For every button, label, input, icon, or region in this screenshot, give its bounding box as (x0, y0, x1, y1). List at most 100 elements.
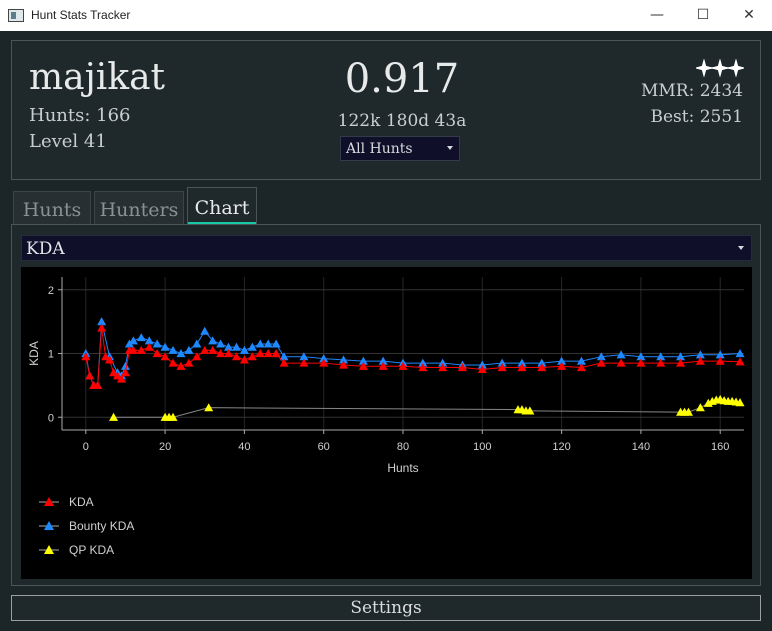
data-point (144, 342, 154, 351)
data-point (517, 363, 527, 372)
data-point (239, 345, 249, 354)
data-point (299, 358, 309, 367)
data-point (208, 336, 218, 345)
data-point (109, 368, 119, 377)
minimize-button[interactable]: — (650, 7, 664, 23)
data-point (204, 403, 214, 412)
settings-button[interactable]: Settings (11, 595, 761, 621)
data-point (299, 352, 309, 361)
data-point (438, 363, 448, 372)
data-point (525, 406, 535, 415)
chevron-down-icon (447, 146, 453, 150)
data-point (136, 333, 146, 342)
data-point (557, 356, 567, 365)
data-point (247, 342, 257, 351)
hunt-filter-value: All Hunts (346, 141, 413, 157)
data-point (263, 349, 273, 358)
legend-marker (44, 497, 54, 506)
data-point (200, 326, 210, 335)
data-point (378, 356, 388, 365)
data-point (160, 352, 170, 361)
data-point (216, 349, 226, 358)
data-point (200, 345, 210, 354)
data-point (192, 339, 202, 348)
three-stars-icon (696, 59, 744, 77)
y-tick-label: 2 (48, 285, 54, 297)
kda-value: 0.917 (344, 56, 460, 102)
data-point (97, 323, 107, 332)
data-point (224, 349, 234, 358)
data-point (116, 374, 126, 383)
best-mmr-value: Best: 2551 (650, 107, 743, 127)
data-point (656, 352, 666, 361)
data-point (735, 349, 745, 358)
x-tick-label: 0 (83, 441, 89, 453)
metric-dropdown[interactable]: KDA (21, 235, 752, 261)
legend-label: Bounty KDA (69, 519, 134, 533)
data-point (271, 339, 281, 348)
data-point (477, 364, 487, 374)
data-point (319, 354, 329, 363)
data-point (339, 355, 349, 364)
data-point (358, 356, 368, 365)
tab-hunters[interactable]: Hunters (94, 191, 184, 224)
data-point (497, 358, 507, 367)
chart-area: 0 20 40 60 80 100 120 140 160 0 1 2 Hunts KDA KDA Bount… (21, 267, 752, 579)
tab-chart[interactable]: Chart (187, 187, 257, 224)
maximize-button[interactable]: ☐ (696, 7, 710, 23)
legend-marker (44, 521, 54, 530)
tab-hunts[interactable]: Hunts (13, 191, 91, 224)
data-point (576, 356, 586, 365)
kda-chart: 0 20 40 60 80 100 120 140 160 0 1 2 Hunts KDA KDA Bount… (27, 277, 745, 557)
window-title: Hunt Stats Tracker (31, 8, 131, 22)
data-point (418, 358, 428, 367)
data-point (255, 349, 265, 358)
data-point (136, 345, 146, 354)
hunt-filter-dropdown[interactable]: All Hunts (340, 136, 460, 161)
data-point (279, 352, 289, 361)
data-point (596, 352, 606, 361)
data-point (263, 339, 273, 348)
data-point (113, 371, 123, 380)
data-point (695, 356, 705, 365)
data-point (596, 358, 606, 367)
x-tick-label: 60 (318, 441, 330, 453)
data-point (735, 398, 745, 407)
data-point (576, 363, 586, 372)
data-point (676, 352, 686, 361)
data-point (105, 355, 115, 364)
data-point (93, 380, 103, 389)
data-point (517, 358, 527, 367)
data-point (168, 412, 178, 421)
x-tick-label: 20 (159, 441, 171, 453)
data-point (184, 345, 194, 354)
data-point (101, 352, 111, 361)
data-point (152, 339, 162, 348)
x-tick-label: 80 (397, 441, 409, 453)
data-point (676, 358, 686, 367)
data-point (85, 371, 95, 380)
data-point (231, 342, 241, 351)
data-point (120, 368, 130, 377)
metric-dropdown-value: KDA (26, 239, 65, 259)
data-point (683, 407, 693, 416)
app-icon (8, 9, 24, 22)
data-point (497, 363, 507, 372)
data-point (636, 352, 646, 361)
y-tick-label: 1 (48, 349, 54, 361)
data-point (97, 317, 107, 326)
data-point (144, 336, 154, 345)
data-point (438, 358, 448, 367)
title-bar: Hunt Stats Tracker — ☐ ✕ (0, 0, 772, 31)
legend-marker (44, 545, 54, 554)
x-tick-label: 120 (552, 441, 570, 453)
data-point (358, 361, 368, 370)
data-point (176, 361, 186, 370)
data-point (120, 361, 130, 370)
chart-panel: KDA 0 20 40 60 80 100 120 140 160 0 1 2 Hunts KDA KDA B… (11, 224, 761, 586)
data-point (319, 358, 329, 367)
data-point (279, 358, 289, 367)
data-point (636, 358, 646, 367)
close-button[interactable]: ✕ (743, 7, 755, 23)
data-point (271, 349, 281, 358)
